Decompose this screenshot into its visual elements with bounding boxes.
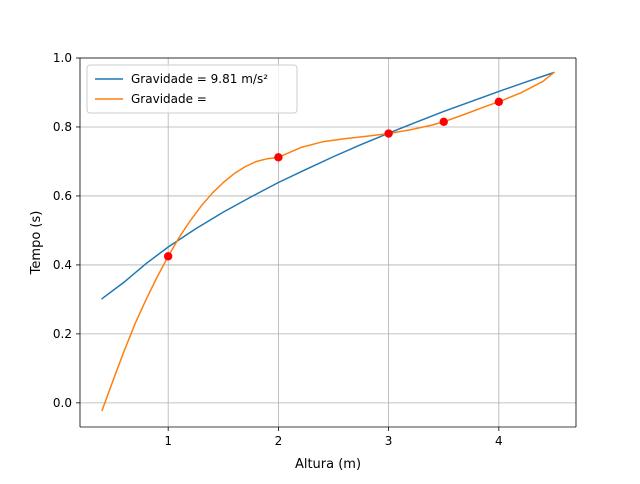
legend-label: Gravidade = 9.81 m/s² bbox=[131, 72, 268, 86]
data-point bbox=[439, 117, 448, 126]
series-line-1 bbox=[101, 71, 555, 300]
y-tick-label: 0.8 bbox=[53, 120, 72, 134]
x-tick-label: 1 bbox=[164, 434, 172, 448]
x-tick-label: 2 bbox=[275, 434, 283, 448]
x-tick-label: 3 bbox=[385, 434, 393, 448]
series-layer bbox=[101, 71, 555, 412]
data-point bbox=[384, 129, 393, 138]
series-line-2 bbox=[101, 71, 555, 412]
x-tick-label: 4 bbox=[495, 434, 503, 448]
data-point bbox=[163, 252, 173, 261]
legend: Gravidade = 9.81 m/s² Gravidade = bbox=[86, 64, 298, 114]
axes-layer: 1 2 3 4 0.0 0.2 0.4 0.6 0.8 1.0 Altura (m) Tempo (s… bbox=[29, 51, 577, 472]
y-tick-label: 0.0 bbox=[53, 396, 72, 410]
y-axis-label: Tempo (s) bbox=[29, 211, 44, 276]
y-tick-label: 0.2 bbox=[53, 327, 72, 341]
data-point bbox=[274, 153, 283, 162]
x-axis-label: Altura (m) bbox=[295, 457, 361, 472]
y-tick-label: 1.0 bbox=[53, 51, 72, 65]
data-point bbox=[494, 97, 504, 106]
legend-box bbox=[86, 64, 298, 114]
y-tick-label: 0.6 bbox=[53, 189, 72, 203]
y-tick-label: 0.4 bbox=[53, 258, 72, 272]
legend-label: Gravidade = bbox=[131, 92, 207, 106]
